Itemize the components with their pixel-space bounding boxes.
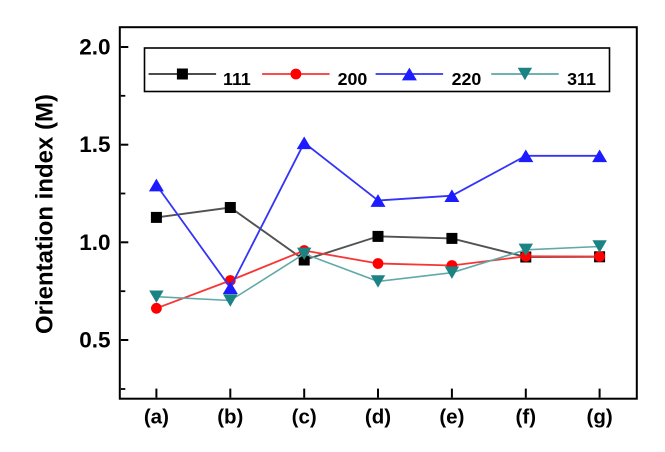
svg-text:Orientation index (M): Orientation index (M) xyxy=(32,94,59,334)
svg-text:(d): (d) xyxy=(365,406,391,429)
svg-text:(a): (a) xyxy=(144,406,169,429)
svg-text:(f): (f) xyxy=(516,406,536,429)
svg-text:(b): (b) xyxy=(217,406,243,429)
svg-text:2.0: 2.0 xyxy=(79,35,110,60)
svg-text:(c): (c) xyxy=(292,406,317,429)
svg-text:311: 311 xyxy=(567,69,596,89)
svg-text:1.0: 1.0 xyxy=(79,230,110,255)
svg-text:(e): (e) xyxy=(439,406,464,429)
svg-text:(g): (g) xyxy=(587,406,613,429)
svg-text:111: 111 xyxy=(223,69,251,89)
svg-text:220: 220 xyxy=(452,69,482,89)
svg-text:0.5: 0.5 xyxy=(79,328,110,353)
svg-text:1.5: 1.5 xyxy=(79,132,110,157)
svg-text:200: 200 xyxy=(338,69,368,89)
